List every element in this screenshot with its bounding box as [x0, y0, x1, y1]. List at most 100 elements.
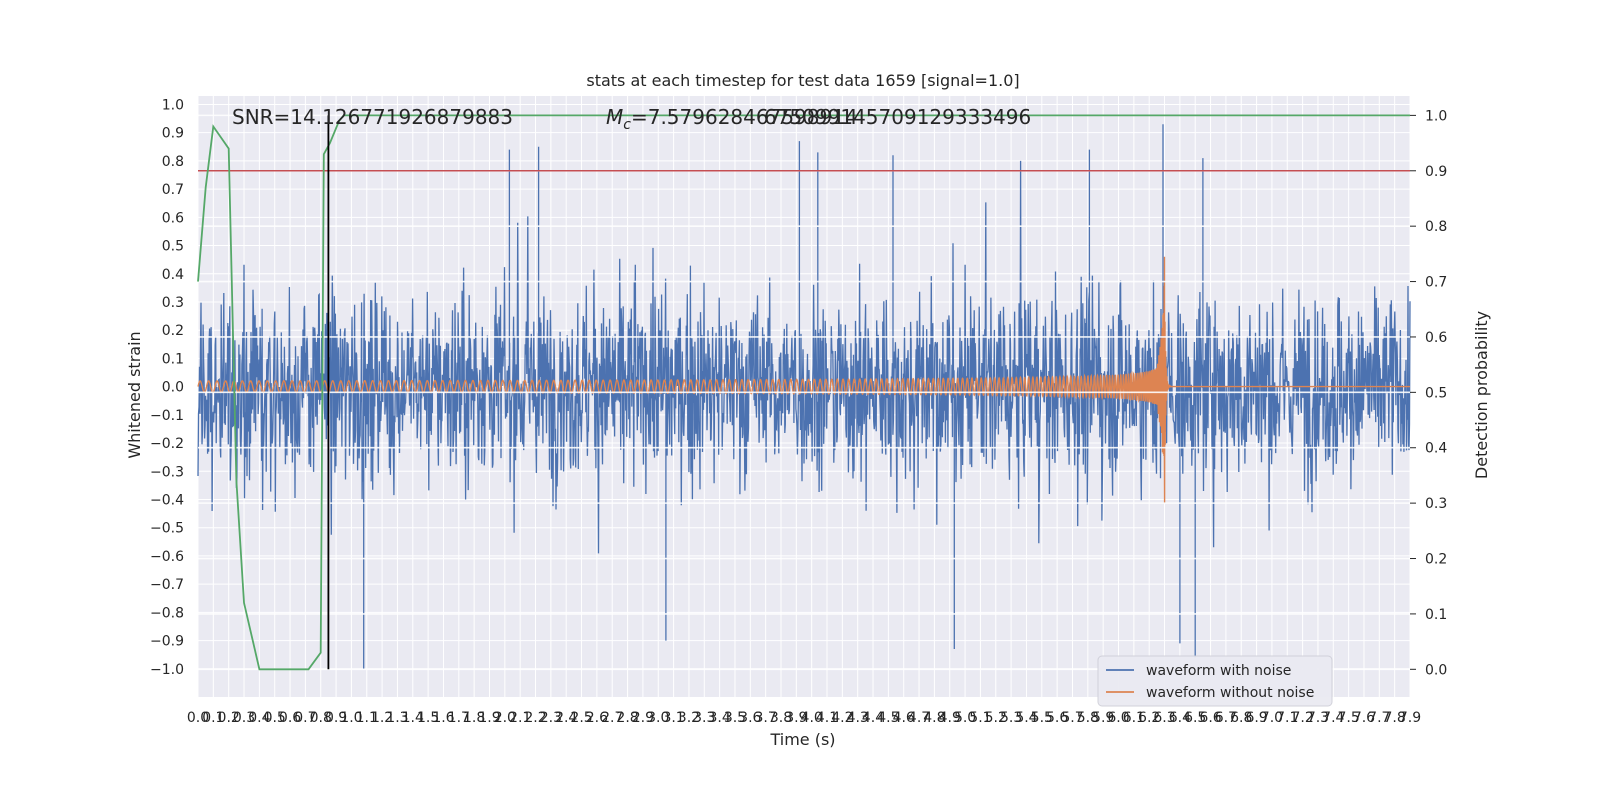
x-tick-label: 3.1 — [662, 710, 684, 726]
x-tick-label: 3.7 — [755, 710, 777, 726]
x-tick-label: 2.2 — [524, 710, 546, 726]
x-tick-label: 4.2 — [831, 710, 853, 726]
chart-title: stats at each timestep for test data 165… — [586, 71, 1019, 90]
y-tick-label: 0.6 — [162, 210, 184, 226]
y-tick-label: 0.2 — [162, 323, 184, 339]
y2-tick-label: 0.8 — [1425, 219, 1447, 235]
x-tick-label: 3.9 — [785, 710, 807, 726]
x-tick-label: 5.3 — [1000, 710, 1022, 726]
x-tick-label: 5.0 — [954, 710, 976, 726]
x-tick-label: 6.5 — [1184, 710, 1206, 726]
y2-tick-label: 0.3 — [1425, 496, 1447, 512]
x-tick-label: 2.5 — [570, 710, 592, 726]
x-tick-label: 0.0 — [187, 710, 209, 726]
right-y-axis: 0.0 0.1 0.2 0.3 0.4 0.5 0.6 0.7 0.8 0.9 1.0 — [1410, 108, 1447, 678]
y2-tick-label: 0.7 — [1425, 275, 1447, 291]
x-axis: 0.00.10.20.30.40.50.60.70.80.91.01.11.21… — [187, 710, 1421, 726]
y2-tick-label: 0.6 — [1425, 330, 1447, 346]
x-tick-label: 1.8 — [463, 710, 485, 726]
x-tick-label: 6.0 — [1107, 710, 1129, 726]
detection-probability-line — [197, 114, 1410, 671]
x-tick-label: 1.2 — [371, 710, 393, 726]
legend-label: waveform with noise — [1146, 663, 1291, 679]
x-tick-label: 2.9 — [632, 710, 654, 726]
x-tick-label: 2.7 — [601, 710, 623, 726]
x-tick-label: 6.6 — [1199, 710, 1221, 726]
mc-value: =7.579628467598914 — [631, 105, 858, 129]
x-tick-label: 2.6 — [586, 710, 608, 726]
x-tick-label: 6.2 — [1138, 710, 1160, 726]
x-tick-label: 3.2 — [678, 710, 700, 726]
x-tick-label: 0.1 — [202, 710, 224, 726]
x-tick-label: 2.3 — [540, 710, 562, 726]
x-tick-label: 4.8 — [923, 710, 945, 726]
y2-tick-label: 0.1 — [1425, 607, 1447, 623]
y-tick-label: −1.0 — [150, 662, 184, 678]
y2-tick-label: 0.5 — [1425, 385, 1447, 401]
x-tick-label: 7.1 — [1276, 710, 1298, 726]
x-tick-label: 4.1 — [816, 710, 838, 726]
x-tick-label: 5.6 — [1046, 710, 1068, 726]
y-tick-label: −0.9 — [150, 634, 184, 650]
x-tick-label: 4.4 — [862, 710, 884, 726]
x-tick-label: 7.3 — [1307, 710, 1329, 726]
x-tick-label: 1.3 — [386, 710, 408, 726]
x-tick-label: 1.5 — [417, 710, 439, 726]
legend: waveform with noise waveform without nois… — [1097, 655, 1333, 707]
y-tick-label: −0.5 — [150, 521, 184, 537]
y2-tick-label: 0.2 — [1425, 552, 1447, 568]
x-tick-label: 2.4 — [555, 710, 577, 726]
x-tick-label: 6.4 — [1169, 710, 1191, 726]
mc-symbol: M — [606, 105, 623, 129]
x-tick-label: 5.2 — [985, 710, 1007, 726]
y2-tick-label: 0.0 — [1425, 662, 1447, 678]
y2-tick-label: 0.9 — [1425, 164, 1447, 180]
x-tick-label: 0.3 — [233, 710, 255, 726]
x-tick-label: 5.1 — [969, 710, 991, 726]
y-tick-label: −0.4 — [150, 492, 184, 508]
x-tick-label: 3.3 — [693, 710, 715, 726]
x-tick-label: 6.9 — [1245, 710, 1267, 726]
x-tick-label: 5.8 — [1077, 710, 1099, 726]
x-tick-label: 2.1 — [509, 710, 531, 726]
y-axis-label: Whitened strain — [125, 331, 144, 458]
y-tick-label: 0.7 — [162, 182, 184, 198]
x-tick-label: 2.8 — [616, 710, 638, 726]
legend-label: waveform without noise — [1146, 685, 1314, 701]
x-tick-label: 2.0 — [494, 710, 516, 726]
y-tick-label: −0.6 — [150, 549, 184, 565]
x-tick-label: 4.5 — [877, 710, 899, 726]
left-y-axis: −1.0 −0.9 −0.8 −0.7 −0.6 −0.5 −0.4 −0.3 −0.2 −0.1… — [150, 97, 184, 677]
x-tick-label: 3.4 — [708, 710, 730, 726]
y-tick-label: 0.3 — [162, 295, 184, 311]
y-tick-label: −0.3 — [150, 464, 184, 480]
x-tick-label: 7.2 — [1291, 710, 1313, 726]
y-tick-label: 0.8 — [162, 154, 184, 170]
y-tick-label: −0.1 — [150, 408, 184, 424]
x-tick-label: 5.5 — [1031, 710, 1053, 726]
y2-axis-label: Detection probability — [1472, 311, 1491, 479]
x-tick-label: 6.7 — [1215, 710, 1237, 726]
x-tick-label: 0.7 — [294, 710, 316, 726]
x-tick-label: 7.8 — [1384, 710, 1406, 726]
y-tick-label: 0.5 — [162, 239, 184, 255]
x-tick-label: 3.0 — [647, 710, 669, 726]
x-tick-label: 1.6 — [432, 710, 454, 726]
overlapping-annotation: 675099145709129333496 — [764, 105, 1031, 129]
legend-box — [1097, 655, 1333, 707]
x-tick-label: 7.4 — [1322, 710, 1344, 726]
x-tick-label: 6.3 — [1153, 710, 1175, 726]
y-tick-label: −0.2 — [150, 436, 184, 452]
y2-tick-label: 1.0 — [1425, 108, 1447, 124]
x-tick-label: 0.9 — [325, 710, 347, 726]
x-tick-label: 0.5 — [264, 710, 286, 726]
y-tick-label: 0.0 — [162, 380, 184, 396]
x-tick-label: 1.4 — [402, 710, 424, 726]
chirp-mass-annotation: Mc=7.579628467598914 — [606, 105, 858, 133]
x-tick-label: 3.5 — [724, 710, 746, 726]
mc-subscript: c — [623, 117, 631, 133]
y-tick-label: −0.7 — [150, 577, 184, 593]
x-tick-label: 4.0 — [801, 710, 823, 726]
x-tick-label: 4.7 — [908, 710, 930, 726]
